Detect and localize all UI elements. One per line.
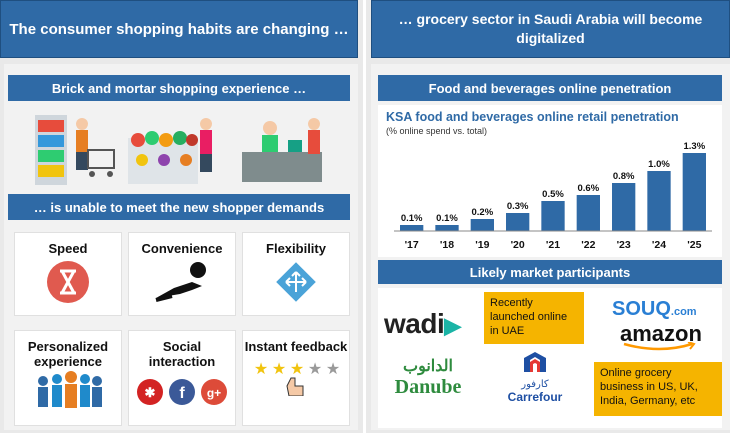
direction-arrows-icon	[276, 262, 316, 302]
tile-personalized: Personalized experience	[14, 330, 122, 426]
tile-feedback: Instant feedback ★ ★ ★ ★ ★	[242, 330, 350, 426]
tile-label: Convenience	[141, 241, 223, 256]
data-label-7: 1.0%	[648, 159, 670, 170]
note-amazon: Online grocery business in US, UK, India…	[594, 362, 722, 416]
data-label-5: 0.6%	[578, 183, 600, 194]
tick-label-1: '18	[440, 239, 454, 251]
tick-label-0: '17	[405, 239, 419, 251]
tile-label: Flexibility	[266, 241, 326, 256]
right-title: … grocery sector in Saudi Arabia will be…	[371, 0, 730, 58]
carrefour-icon	[524, 352, 546, 372]
cashier-counter-icon	[242, 118, 322, 182]
store-illustration	[35, 115, 322, 185]
brick-header-text: Brick and mortar shopping experience …	[51, 80, 307, 96]
left-title-text: The consumer shopping habits are changin…	[9, 20, 349, 38]
shelf-icon	[35, 115, 67, 185]
unable-header-text: … is unable to meet the new shopper dema…	[33, 199, 325, 215]
tile-label: Personalized experience	[27, 339, 109, 369]
tile-flexibility: Flexibility	[242, 232, 350, 316]
amazon-logo: amazon	[620, 322, 702, 351]
tick-label-8: '25	[687, 239, 701, 251]
svg-text:g+: g+	[207, 386, 221, 400]
svg-text:★: ★	[308, 361, 322, 378]
star-rating-icon: ★ ★ ★ ★ ★	[254, 361, 340, 397]
shopper-with-cart-icon	[76, 118, 115, 177]
svg-text:★: ★	[326, 361, 340, 378]
hourglass-icon	[47, 261, 89, 303]
tile-label: Speed	[48, 241, 88, 256]
tick-label-4: '21	[546, 239, 560, 251]
tick-label-2: '19	[475, 239, 489, 251]
bar-3	[506, 213, 530, 231]
food-header: Food and beverages online penetration	[378, 75, 722, 101]
data-label-2: 0.2%	[472, 207, 494, 218]
bar-8	[682, 153, 706, 231]
data-label-4: 0.5%	[542, 189, 564, 200]
chart-subtitle: (% online spend vs. total)	[386, 126, 488, 136]
data-label-8: 1.3%	[684, 141, 706, 152]
tick-label-3: '20	[511, 239, 525, 251]
data-label-3: 0.3%	[507, 201, 529, 212]
group-people-icon	[38, 371, 102, 408]
wadi-logo: wadi▶	[384, 308, 461, 339]
market-header-text: Likely market participants	[469, 264, 631, 280]
facebook-icon	[169, 379, 195, 405]
divider	[363, 0, 366, 433]
left-title: The consumer shopping habits are changin…	[0, 0, 358, 58]
svg-text:✱: ✱	[145, 385, 156, 400]
data-label-0: 0.1%	[401, 213, 423, 224]
bar-2	[470, 219, 494, 231]
relaxing-person-icon	[155, 262, 206, 302]
produce-stand-icon	[128, 131, 198, 184]
carrefour-logo: كارفور Carrefour	[500, 350, 570, 404]
bar-1	[435, 225, 459, 231]
market-header: Likely market participants	[378, 260, 722, 284]
tile-label: Social interaction	[148, 339, 216, 369]
svg-text:★: ★	[254, 361, 268, 378]
bar-7	[647, 171, 671, 231]
unable-header: … is unable to meet the new shopper dema…	[8, 194, 350, 220]
bar-chart: 0.1% '17 0.1% '18 0.2% '19 0.3% '20 0.5% '21 0.6% '…	[394, 141, 712, 251]
brick-header: Brick and mortar shopping experience …	[8, 75, 350, 101]
tile-speed: Speed	[14, 232, 122, 316]
google-plus-icon	[201, 379, 227, 405]
food-header-text: Food and beverages online penetration	[428, 80, 672, 96]
data-label-1: 0.1%	[436, 213, 458, 224]
shopper-with-basket-icon	[200, 118, 212, 172]
svg-text:★: ★	[290, 361, 304, 378]
tick-label-7: '24	[652, 239, 666, 251]
bar-5	[576, 195, 600, 231]
svg-text:★: ★	[272, 361, 286, 378]
bar-6	[612, 183, 636, 231]
yelp-icon	[137, 379, 163, 405]
tile-label: Instant feedback	[244, 339, 348, 354]
tick-label-6: '23	[617, 239, 631, 251]
tick-label-5: '22	[581, 239, 595, 251]
tile-social: Social interaction ✱ f g+	[128, 330, 236, 426]
tile-convenience: Convenience	[128, 232, 236, 316]
svg-text:f: f	[179, 385, 185, 402]
data-label-6: 0.8%	[613, 171, 635, 182]
bar-4	[541, 201, 565, 231]
amazon-smile-icon	[623, 342, 696, 351]
danube-logo: الدانوب Danube	[394, 358, 462, 398]
souq-logo: SOUQ.com	[612, 298, 697, 320]
social-media-icon: ✱ f g+	[137, 379, 227, 405]
bar-0	[400, 225, 424, 231]
chart-title: KSA food and beverages online retail pen…	[386, 110, 679, 124]
right-title-text: … grocery sector in Saudi Arabia will be…	[398, 11, 703, 46]
note-uae: Recently launched online in UAE	[484, 292, 584, 344]
chart-area: KSA food and beverages online retail pen…	[378, 105, 722, 257]
